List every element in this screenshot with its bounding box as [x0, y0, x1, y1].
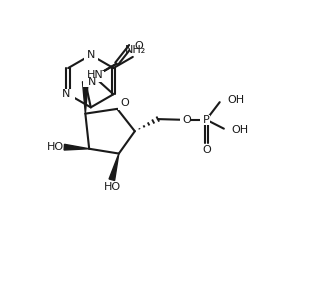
Polygon shape	[82, 82, 88, 114]
Text: O: O	[182, 115, 191, 125]
Text: O: O	[202, 145, 211, 155]
Bar	[180, 115, 190, 124]
Text: P: P	[203, 115, 210, 125]
Bar	[83, 76, 97, 88]
Bar	[84, 49, 98, 61]
Bar	[200, 115, 210, 124]
Text: O: O	[121, 98, 130, 108]
Text: OH: OH	[232, 125, 249, 135]
Bar	[130, 40, 142, 52]
Polygon shape	[64, 144, 89, 150]
Text: HO: HO	[47, 142, 64, 152]
Polygon shape	[109, 153, 119, 180]
Bar	[118, 98, 129, 110]
Text: O: O	[134, 41, 143, 51]
Text: NH₂: NH₂	[125, 45, 146, 55]
Text: HN: HN	[87, 70, 104, 80]
Text: HO: HO	[104, 182, 121, 192]
Bar	[61, 88, 75, 100]
Text: N: N	[88, 77, 97, 87]
Bar	[201, 144, 212, 153]
Text: N: N	[62, 89, 71, 99]
Text: OH: OH	[228, 95, 245, 105]
Bar	[84, 71, 104, 82]
Text: N: N	[87, 50, 95, 60]
